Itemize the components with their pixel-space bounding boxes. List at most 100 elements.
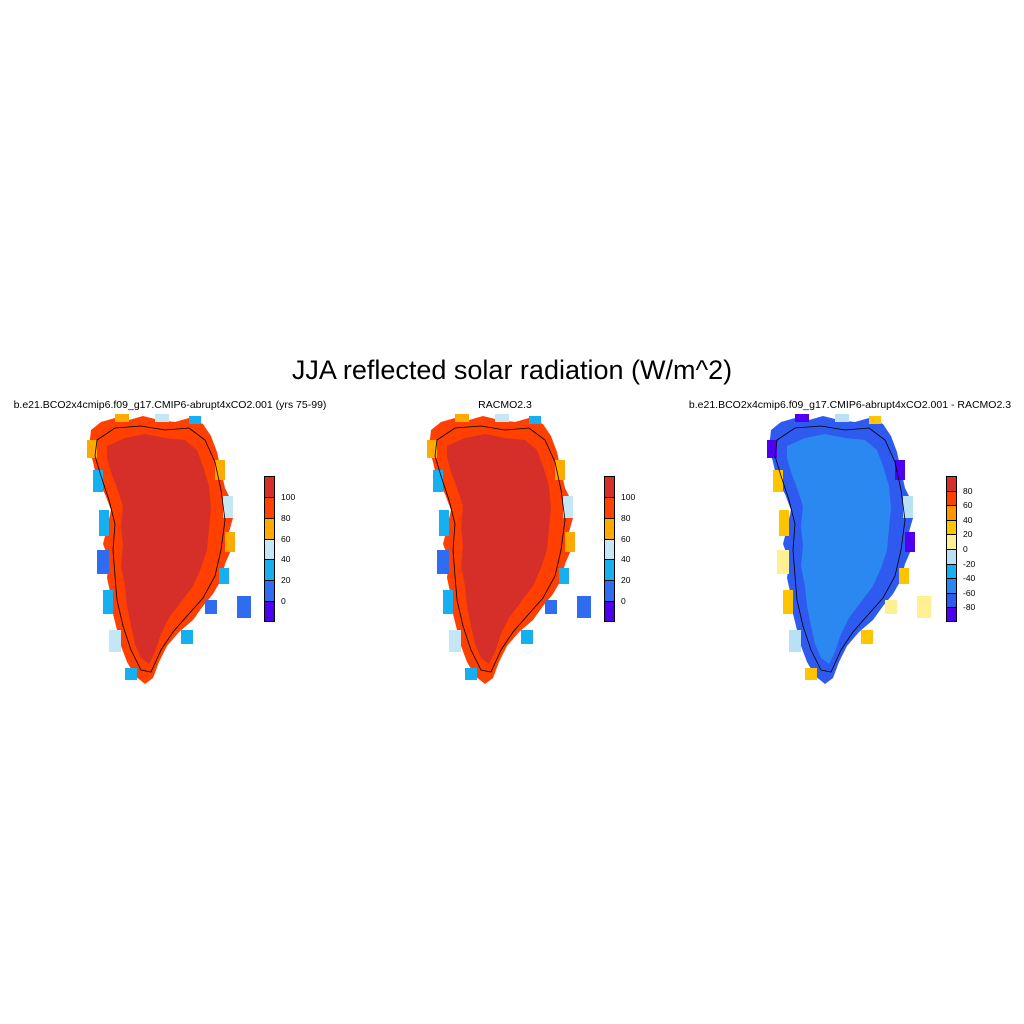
edge-cell [93, 470, 103, 492]
edge-cell [103, 590, 113, 614]
colorbar-tick-label: 0 [963, 544, 968, 554]
colorbar-tick-label: 0 [621, 596, 626, 607]
edge-cell [789, 630, 801, 652]
edge-cell [777, 550, 789, 574]
edge-cell [97, 550, 109, 574]
colorbar-swatch [264, 517, 275, 539]
edge-cell [563, 496, 573, 518]
colorbar-swatch [946, 563, 957, 579]
colorbar-swatch [264, 559, 275, 581]
colorbar-swatch [946, 490, 957, 506]
edge-cell [109, 630, 121, 652]
edge-cell [559, 568, 569, 584]
colorbar-swatch [946, 578, 957, 593]
colorbar-swatch [604, 580, 615, 602]
edge-cell [223, 496, 233, 518]
edge-cell [433, 470, 443, 492]
edge-cell [427, 440, 437, 458]
colorbar-swatch [264, 476, 275, 497]
edge-cell [795, 414, 809, 422]
edge-cell [439, 510, 449, 536]
colorbar-swatch [264, 496, 275, 518]
colorbar-frame [604, 476, 615, 622]
colorbar-tick-label: 40 [621, 554, 631, 565]
colorbar-tick-label: 80 [963, 485, 973, 496]
colorbar-swatch [604, 559, 615, 581]
colorbar-swatch [604, 496, 615, 518]
colorbar-tick-label: 60 [281, 533, 291, 544]
colorbar-swatch [946, 607, 957, 622]
colorbar-frame [946, 476, 957, 622]
edge-cell [861, 630, 873, 644]
colorbar-tick-label: 20 [281, 575, 291, 586]
edge-cell [443, 590, 453, 614]
colorbar-swatch [604, 476, 615, 497]
edge-cell [215, 460, 225, 480]
edge-cell [465, 668, 477, 680]
colorbar-swatch [604, 538, 615, 560]
edge-cell [885, 600, 897, 614]
edge-cell [189, 416, 201, 424]
panel-2-map [427, 414, 591, 684]
edge-cell [181, 630, 193, 644]
colorbar-swatch [946, 476, 957, 491]
colorbar-swatch [946, 549, 957, 564]
colorbar-swatch [264, 580, 275, 602]
colorbar-tick-label: 20 [963, 529, 973, 540]
ice-sheet-interior [787, 434, 891, 664]
panel-1-title: b.e21.BCO2x4cmip6.f09_g17.CMIP6-abrupt4x… [13, 399, 327, 411]
edge-cell [767, 440, 777, 458]
colorbar-tick-label: 0 [281, 596, 286, 607]
colorbar-tick-label: 100 [621, 491, 636, 502]
edge-cell [869, 416, 881, 424]
coastline [94, 425, 226, 673]
edge-cell [455, 414, 469, 422]
colorbar-tick-label: 60 [963, 500, 973, 511]
colorbar-swatch [946, 592, 957, 608]
coastline [434, 425, 566, 673]
edge-cell [545, 600, 557, 614]
colorbar-tick-label: 40 [281, 554, 291, 565]
edge-cell [565, 532, 575, 552]
edge-cell [555, 460, 565, 480]
edge-cell [449, 630, 461, 652]
edge-cell [87, 440, 97, 458]
edge-cell [219, 568, 229, 584]
colorbar-tick-label: -20 [963, 558, 976, 569]
colorbar-tick-label: 100 [281, 491, 296, 502]
panel-1-map [87, 414, 251, 684]
colorbar-tick-label: -40 [963, 573, 976, 584]
edge-cell [905, 532, 915, 552]
colorbar-tick-label: -80 [963, 602, 976, 613]
colorbar-tick-label: 80 [281, 512, 291, 523]
edge-cell [835, 414, 849, 422]
colorbar-tick-label: -60 [963, 587, 976, 598]
panel-2-colorbar: 100 80 60 40 20 0 [604, 476, 644, 622]
edge-cell [899, 568, 909, 584]
panel-3-colorbar: 80 60 40 20 0 -20 -40 -60 -80 [946, 476, 986, 622]
panel-3-map [767, 414, 931, 684]
edge-cell [783, 590, 793, 614]
panel-3-title: b.e21.BCO2x4cmip6.f09_g17.CMIP6-abrupt4x… [688, 399, 1012, 411]
edge-cell [903, 496, 913, 518]
edge-cell [495, 414, 509, 422]
edge-cell [805, 668, 817, 680]
edge-cell [895, 460, 905, 480]
colorbar-swatch [264, 538, 275, 560]
edge-cell [225, 532, 235, 552]
colorbar-tick-label: 40 [963, 514, 973, 525]
edge-cell [115, 414, 129, 422]
edge-cell [155, 414, 169, 422]
colorbar-swatch [946, 505, 957, 520]
edge-cell [779, 510, 789, 536]
colorbar-frame [264, 476, 275, 622]
edge-cell [205, 600, 217, 614]
edge-cell [437, 550, 449, 574]
coastline [774, 425, 906, 673]
colorbar-swatch [604, 517, 615, 539]
edge-cell [773, 470, 783, 492]
colorbar-swatch [946, 519, 957, 535]
colorbar-tick-label: 60 [621, 533, 631, 544]
figure-title: JJA reflected solar radiation (W/m^2) [291, 355, 733, 385]
colorbar-swatch [946, 534, 957, 549]
